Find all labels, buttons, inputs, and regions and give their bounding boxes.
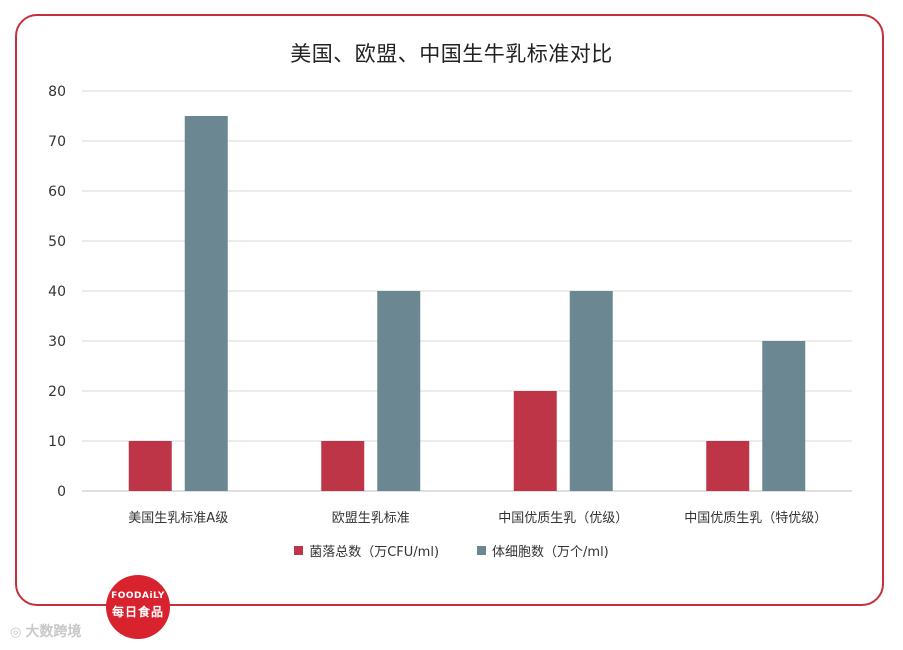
legend-item-somatic-cell-count: 体细胞数（万个/ml) [477,541,609,560]
bottom-watermark-text: 大数跨境 [25,624,82,640]
y-tick-label: 0 [57,484,66,500]
y-tick-label: 60 [48,184,66,200]
bottom-watermark: ◎ 大数跨境 [10,621,81,641]
x-category-label: 中国优质生乳（优级） [498,511,628,526]
foodaily-logo: FOODAiLY 每日食品 [106,575,170,639]
bar-somatic-cell-count-3 [762,341,806,491]
y-tick-label: 40 [48,284,66,300]
legend-swatch-colony-count [294,546,304,555]
y-tick-label: 10 [48,434,66,450]
y-tick-label: 50 [48,234,66,250]
bar-somatic-cell-count-2 [569,291,613,491]
logo-text-cn: 每日食品 [111,605,164,619]
chart-frame [15,14,884,606]
logo-text-en: FOODAiLY [111,591,165,601]
x-category-label: 欧盟生乳标准 [332,511,410,526]
legend-label-somatic-cell-count: 体细胞数（万个/ml) [492,545,609,560]
bar-colony-count-3 [706,441,750,491]
x-category-label: 美国生乳标准A级 [128,511,228,526]
legend-item-colony-count: 菌落总数（万CFU/ml) [294,541,439,560]
bar-colony-count-2 [513,391,557,491]
legend-swatch-somatic-cell-count [477,546,487,555]
x-category-label: 中国优质生乳（特优级） [684,511,827,526]
watermark-icon: ◎ [10,625,22,640]
bar-colony-count-1 [321,441,365,491]
legend-label-colony-count: 菌落总数（万CFU/ml) [309,545,440,560]
y-tick-label: 30 [48,334,66,350]
bar-colony-count-0 [128,441,172,491]
chart-legend: 菌落总数（万CFU/ml) 体细胞数（万个/ml) [0,541,903,560]
y-tick-label: 20 [48,384,66,400]
y-tick-label: 80 [48,84,66,100]
y-tick-label: 70 [48,134,66,150]
bar-somatic-cell-count-0 [184,116,228,491]
bar-somatic-cell-count-1 [377,291,421,491]
chart-title: 美国、欧盟、中国生牛乳标准对比 [290,42,613,66]
